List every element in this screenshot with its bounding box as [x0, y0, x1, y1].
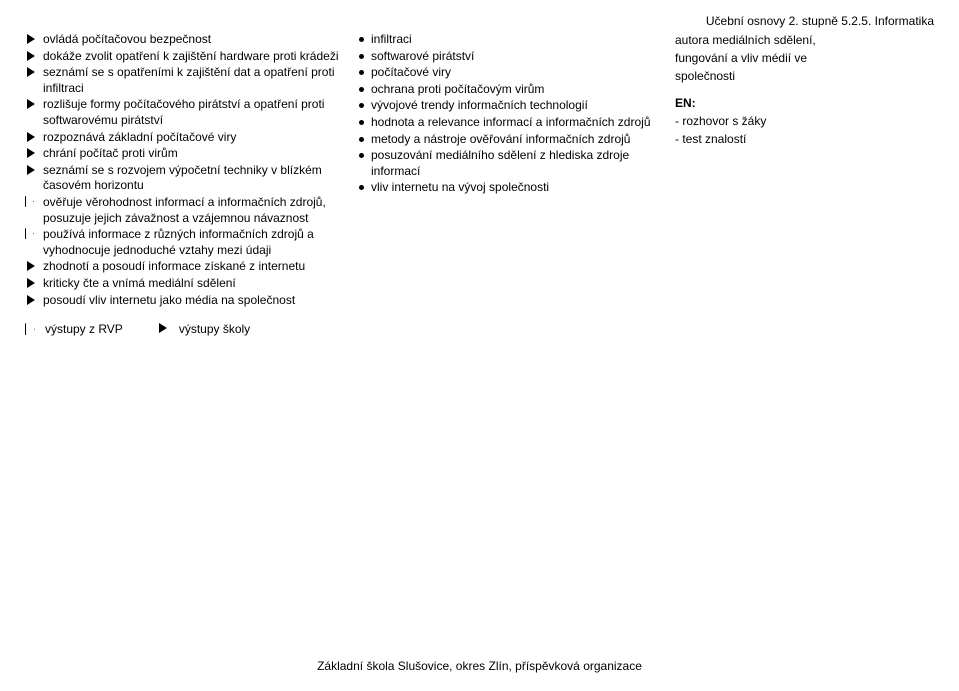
en-label: EN:: [675, 95, 875, 111]
page-header-right: Učební osnovy 2. stupně 5.2.5. Informati…: [706, 14, 934, 28]
list-item: infiltraci: [355, 32, 665, 48]
list-item: ochrana proti počítačovým virům: [355, 82, 665, 98]
outcomes-list: ovládá počítačovou bezpečnost dokáže zvo…: [25, 32, 345, 194]
legend-school-label: výstupy školy: [179, 322, 250, 336]
list-item: ověřuje věrohodnost informací a informač…: [25, 195, 345, 226]
list-item: metody a nástroje ověřování informačních…: [355, 132, 665, 148]
list-item: dokáže zvolit opatření k zajištění hardw…: [25, 49, 345, 65]
list-item: posoudí vliv internetu jako média na spo…: [25, 293, 345, 309]
triangle-solid-icon: [159, 323, 173, 335]
list-item: kriticky čte a vnímá mediální sdělení: [25, 276, 345, 292]
list-item: seznámí se s rozvojem výpočetní techniky…: [25, 163, 345, 194]
column-topics: infiltraci softwarové pirátství počítačo…: [355, 32, 675, 197]
list-item: vývojové trendy informačních technologií: [355, 98, 665, 114]
legend-rvp-label: výstupy z RVP: [45, 322, 123, 336]
main-columns: ovládá počítačovou bezpečnost dokáže zvo…: [25, 32, 934, 336]
list-item: posuzování mediálního sdělení z hlediska…: [355, 148, 665, 179]
list-item: zhodnotí a posoudí informace získané z i…: [25, 259, 345, 275]
column-notes: autora mediálních sdělení, fungování a v…: [675, 32, 875, 149]
list-item: rozpoznává základní počítačové viry: [25, 130, 345, 146]
column-outcomes: ovládá počítačovou bezpečnost dokáže zvo…: [25, 32, 355, 336]
list-item: rozlišuje formy počítačového pirátství a…: [25, 97, 345, 128]
topics-list: infiltraci softwarové pirátství počítačo…: [355, 32, 665, 196]
outcomes-list-cont: zhodnotí a posoudí informace získané z i…: [25, 259, 345, 308]
list-item: používá informace z různých informačních…: [25, 227, 345, 258]
list-item: seznámí se s opatřeními k zajištění dat …: [25, 65, 345, 96]
note-line: společnosti: [675, 68, 875, 84]
list-item: vliv internetu na vývoj společnosti: [355, 180, 665, 196]
list-item: chrání počítač proti virům: [25, 146, 345, 162]
page-footer: Základní škola Slušovice, okres Zlín, př…: [0, 659, 959, 673]
list-item: hodnota a relevance informací a informač…: [355, 115, 665, 131]
page: Učební osnovy 2. stupně 5.2.5. Informati…: [0, 0, 959, 691]
list-item: softwarové pirátství: [355, 49, 665, 65]
note-line: autora mediálních sdělení,: [675, 32, 875, 48]
triangle-outline-icon: [25, 323, 39, 335]
outcomes-list-outline: ověřuje věrohodnost informací a informač…: [25, 195, 345, 258]
en-item: - rozhovor s žáky: [675, 113, 875, 129]
note-line: fungování a vliv médií ve: [675, 50, 875, 66]
en-item: - test znalostí: [675, 131, 875, 147]
legend: výstupy z RVP výstupy školy: [25, 322, 345, 336]
list-item: ovládá počítačovou bezpečnost: [25, 32, 345, 48]
list-item: počítačové viry: [355, 65, 665, 81]
